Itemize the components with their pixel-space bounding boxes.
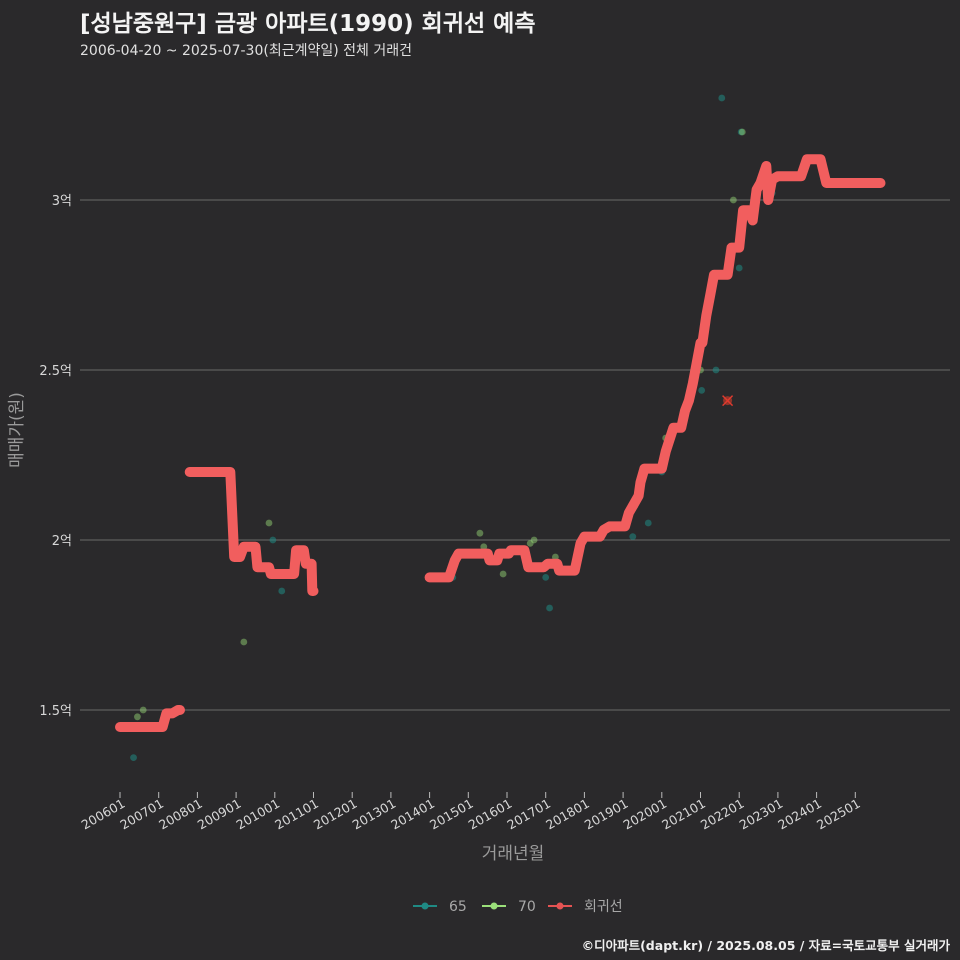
- point-65: [269, 536, 277, 544]
- x-tick-label: 202101: [659, 796, 708, 833]
- regression-line-segment: [424, 154, 886, 583]
- legend-key-dot: [421, 902, 429, 910]
- x-tick-label: 201101: [272, 796, 321, 833]
- chart-title: [성남중원구] 금광 아파트(1990) 회귀선 예측: [80, 11, 536, 37]
- point-70: [551, 553, 559, 561]
- point-70: [526, 540, 534, 547]
- chart-subtitle: 2006-04-20 ~ 2025-07-30(최근계약일) 전체 거래건: [80, 43, 412, 59]
- x-tick-label: 200701: [117, 796, 166, 833]
- legend: 65 70 회귀선: [413, 899, 623, 915]
- point-70: [530, 536, 538, 544]
- legend-item-2: 70: [482, 899, 536, 915]
- point-65: [546, 604, 553, 612]
- regression-line-segment: [115, 705, 185, 732]
- point-65: [698, 387, 706, 394]
- x-tick-labels: 2006012007012008012009012010012011012012…: [79, 792, 863, 832]
- scatter-points: [130, 94, 776, 761]
- y-axis-title: 매매가(원): [7, 392, 27, 468]
- point-65: [735, 264, 743, 272]
- x-axis-title: 거래년월: [482, 844, 545, 864]
- point-70: [480, 543, 488, 551]
- source-caption: ©디아파트(dapt.kr) / 2025.08.05 / 자료=국토교통부 실…: [581, 938, 950, 953]
- x-tick-label: 201301: [350, 796, 399, 833]
- point-65: [542, 574, 550, 581]
- legend-item-3: 회귀선: [548, 899, 623, 915]
- x-tick-label: 200801: [156, 796, 205, 833]
- x-tick-label: 201501: [427, 796, 476, 833]
- outlier-x-mark: [722, 395, 734, 407]
- legend-key-dot: [556, 902, 564, 910]
- point-65: [718, 94, 726, 102]
- x-tick-label: 201401: [388, 796, 437, 833]
- point-70: [139, 706, 147, 714]
- point-65: [130, 754, 137, 761]
- x-tick-label: 201601: [466, 796, 515, 833]
- point-65: [629, 533, 637, 540]
- legend-key-dot: [490, 902, 498, 910]
- y-tick-label: 1.5억: [39, 704, 72, 719]
- x-tick-label: 202201: [698, 796, 747, 833]
- y-tick-label: 2억: [52, 534, 72, 549]
- x-tick-label: 200901: [195, 796, 244, 833]
- legend-item-1: 65: [413, 899, 467, 915]
- y-tick-label: 2.5억: [39, 364, 72, 379]
- point-65: [278, 587, 286, 595]
- legend-label: 65: [449, 899, 467, 915]
- regression-line-segment: [184, 467, 319, 596]
- x-tick-label: 201001: [233, 796, 282, 833]
- point-70: [476, 529, 484, 537]
- point-70: [729, 196, 737, 204]
- x-tick-label: 201201: [311, 796, 360, 833]
- x-tick-label: 201901: [582, 796, 631, 833]
- point-70: [134, 713, 141, 721]
- regression-line: [115, 154, 886, 732]
- point-70: [240, 638, 248, 646]
- x-tick-label: 202001: [620, 796, 669, 833]
- y-tick-label: 3억: [52, 194, 72, 209]
- point-70: [738, 128, 746, 136]
- point-70: [499, 570, 507, 578]
- grid-lines: [80, 199, 950, 711]
- x-tick-label: 202501: [814, 796, 863, 833]
- x-tick-label: 201701: [504, 796, 553, 833]
- x-tick-label: 201801: [543, 796, 592, 833]
- legend-label: 70: [518, 899, 536, 915]
- x-tick-label: 202301: [737, 796, 786, 833]
- point-65: [644, 519, 652, 527]
- x-tick-label: 200601: [79, 796, 128, 833]
- x-tick-label: 202401: [775, 796, 824, 833]
- point-65: [712, 366, 720, 374]
- point-70: [265, 519, 273, 527]
- y-tick-labels: 1.5억 2억 2.5억 3억: [39, 194, 72, 719]
- point-65: [737, 128, 745, 136]
- legend-label: 회귀선: [584, 899, 623, 915]
